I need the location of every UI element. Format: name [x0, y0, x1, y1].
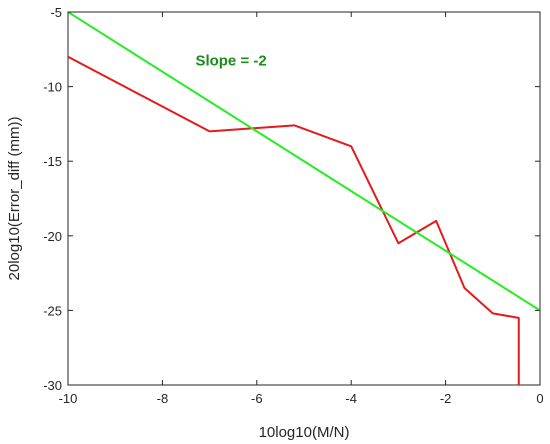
y-tick-label: -25 [43, 303, 62, 318]
x-tick-label: -8 [157, 391, 169, 406]
y-axis-label: 20log10(Error_diff (mm)) [6, 117, 23, 281]
y-tick-label: -10 [43, 80, 62, 95]
y-tick-label: -5 [50, 5, 62, 20]
series-line-2 [68, 12, 540, 312]
y-tick-label: -15 [43, 154, 62, 169]
x-tick-label: -10 [59, 391, 78, 406]
ticks-layer: -10 -8 -6 -4 -2 0-30-25-20-15-10-5 [43, 5, 543, 406]
slope-annotation: Slope = -2 [195, 53, 266, 70]
plot-frame [67, 11, 541, 386]
x-tick-label: 0 [536, 391, 543, 406]
y-tick-label: -20 [43, 229, 62, 244]
annotation-layer: Slope = -2 [195, 53, 266, 70]
x-axis-label: 10log10(M/N) [259, 424, 350, 441]
y-tick-label: -30 [43, 378, 62, 393]
x-tick-label: -6 [251, 391, 263, 406]
x-tick-label: -2 [440, 391, 452, 406]
x-tick-label: -4 [345, 391, 357, 406]
plot-area [67, 11, 541, 386]
series-layer [68, 12, 540, 385]
